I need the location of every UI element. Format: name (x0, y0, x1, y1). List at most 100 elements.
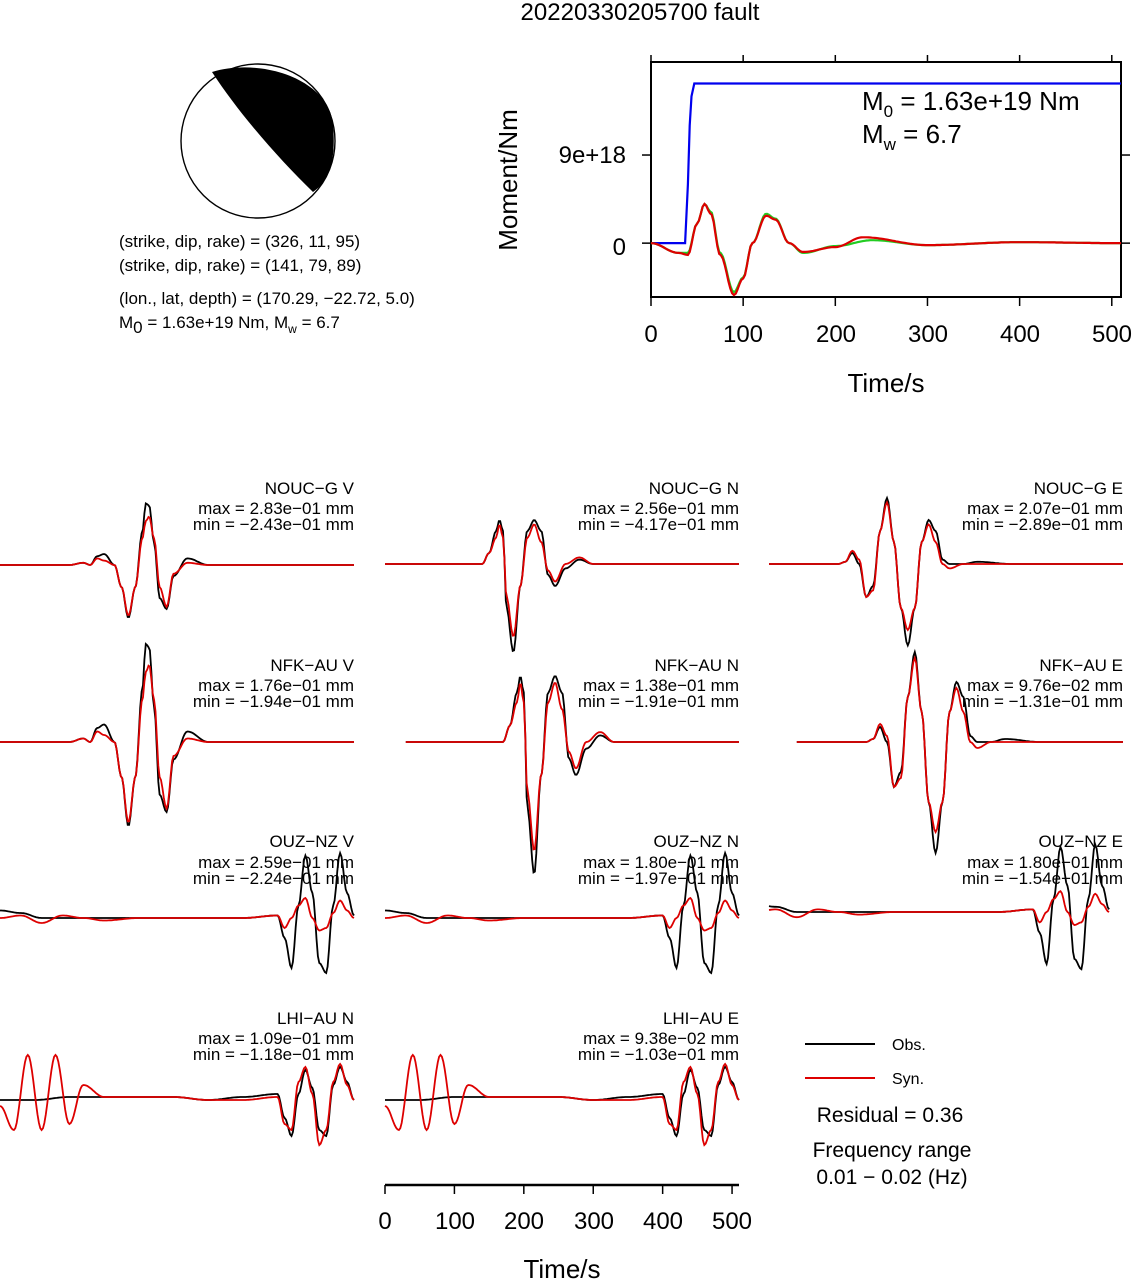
moment-axis-ticks (642, 55, 1130, 306)
solution-info: (strike, dip, rake) = (326, 11, 95) (str… (119, 232, 415, 337)
station-min: min = −2.24e−01 mm (193, 869, 354, 888)
station-max: max = 2.59e−01 mm (198, 853, 354, 872)
waveform-panel (0, 850, 355, 975)
moment-rate-line-b (650, 202, 1121, 297)
moment-y-tick-label: 0 (613, 234, 626, 261)
station-min: min = −4.17e−01 mm (578, 515, 739, 534)
station-max: max = 9.38e−02 mm (583, 1029, 739, 1048)
synthetic-trace (796, 655, 1123, 835)
figure-title: 20220330205700 fault (521, 0, 760, 26)
solution-nodal-plane-1: (strike, dip, rake) = (326, 11, 95) (119, 232, 360, 251)
waveform-panel (0, 501, 354, 618)
synthetic-trace (0, 896, 355, 932)
moment-x-tick-label: 400 (1000, 321, 1040, 348)
station-max: max = 9.76e−02 mm (967, 676, 1123, 695)
waveform-x-tick-label: 200 (504, 1208, 544, 1235)
station-name: NFK−AU N (654, 656, 739, 675)
moment-x-tick-label: 200 (816, 321, 856, 348)
synthetic-trace (768, 890, 1110, 926)
moment-x-tick-label: 500 (1092, 321, 1132, 348)
synthetic-trace (385, 896, 740, 932)
station-name: NOUC−G N (649, 479, 739, 498)
solution-location: (lon., lat, depth) = (170.29, −22.72, 5.… (119, 289, 415, 308)
moment-rate-line-a (650, 202, 1121, 294)
waveform-x-tick-label: 400 (643, 1208, 683, 1235)
frequency-range-value: 0.01 − 0.02 (Hz) (816, 1166, 967, 1189)
moment-mw-label: Mw = 6.7 (862, 119, 962, 154)
station-max: max = 2.56e−01 mm (583, 499, 739, 518)
waveform-panel (405, 675, 739, 874)
station-min: min = −1.18e−01 mm (193, 1045, 354, 1064)
beachball-icon (180, 63, 336, 219)
observed-trace (385, 519, 739, 653)
station-min: min = −1.97e−01 mm (578, 869, 739, 888)
station-name: OUZ−NZ N (654, 832, 739, 851)
frequency-range-title: Frequency range (813, 1139, 972, 1162)
waveform-panel (384, 1053, 740, 1147)
station-max: max = 2.07e−01 mm (967, 499, 1123, 518)
legend-syn-label: Syn. (892, 1071, 924, 1088)
station-name: OUZ−NZ V (269, 832, 354, 851)
station-min: min = −1.03e−01 mm (578, 1045, 739, 1064)
station-max: max = 1.80e−01 mm (967, 853, 1123, 872)
waveform-x-axis-label: Time/s (523, 1254, 600, 1281)
station-max: max = 1.38e−01 mm (583, 676, 739, 695)
waveform-panel (0, 642, 354, 826)
station-min: min = −2.89e−01 mm (962, 515, 1123, 534)
station-name: NOUC−G E (1034, 479, 1123, 498)
station-name: NFK−AU E (1039, 656, 1123, 675)
residual-text: Residual = 0.36 (817, 1104, 964, 1127)
station-labels: NOUC−G V max = 2.83e−01 mm min = −2.43e−… (193, 479, 1123, 1064)
waveform-panel (796, 648, 1123, 857)
waveform-panels (0, 495, 1123, 1147)
synthetic-trace (0, 1053, 355, 1147)
moment-y-axis-label: Moment/Nm (493, 109, 523, 251)
moment-x-tick-label: 100 (723, 321, 763, 348)
synthetic-trace (0, 664, 354, 823)
solution-moment: M0 = 1.63e+19 Nm, Mw = 6.7 (119, 313, 340, 337)
moment-x-tick-label: 0 (644, 321, 657, 348)
waveform-x-axis: 0 100 200 300 400 500 Time/s (378, 1183, 752, 1281)
solution-nodal-plane-2: (strike, dip, rake) = (141, 79, 89) (119, 256, 361, 275)
moment-mo-label: M0 = 1.63e+19 Nm (862, 86, 1080, 121)
moment-x-axis-label: Time/s (847, 368, 924, 398)
moment-cumulative-line (651, 82, 1121, 245)
station-max: max = 1.09e−01 mm (198, 1029, 354, 1048)
waveform-panel (0, 1053, 355, 1147)
waveform-x-tick-label: 300 (574, 1208, 614, 1235)
waveform-x-tick-label: 0 (378, 1208, 391, 1235)
moment-x-tick-label: 300 (908, 321, 948, 348)
beachball-compressional-quadrant (212, 67, 334, 192)
station-min: min = −1.94e−01 mm (193, 692, 354, 711)
waveform-panel (769, 495, 1123, 648)
moment-plot-frame (650, 61, 1122, 298)
legend-obs-label: Obs. (892, 1037, 926, 1054)
waveform-panel (385, 850, 740, 975)
waveform-x-ticks (384, 1185, 733, 1194)
waveform-panel (385, 519, 739, 653)
station-max: max = 2.83e−01 mm (198, 499, 354, 518)
station-name: LHI−AU N (277, 1009, 354, 1028)
station-min: min = −1.54e−01 mm (962, 869, 1123, 888)
station-max: max = 1.76e−01 mm (198, 676, 354, 695)
station-min: min = −2.43e−01 mm (193, 515, 354, 534)
station-max: max = 1.80e−01 mm (583, 853, 739, 872)
station-name: LHI−AU E (663, 1009, 739, 1028)
synthetic-trace (405, 682, 739, 851)
legend: Obs. Syn. (805, 1037, 926, 1088)
synthetic-trace (385, 523, 739, 637)
station-min: min = −1.91e−01 mm (578, 692, 739, 711)
moment-plot: M0 = 1.63e+19 Nm Mw = 6.7 9e+18 0 Moment… (493, 55, 1132, 398)
waveform-x-tick-label: 500 (712, 1208, 752, 1235)
synthetic-trace (384, 1053, 740, 1147)
moment-traces (650, 82, 1121, 297)
waveform-x-tick-label: 100 (435, 1208, 475, 1235)
moment-y-tick-label: 9e+18 (559, 142, 626, 169)
synthetic-trace (769, 500, 1123, 632)
station-name: OUZ−NZ E (1038, 832, 1123, 851)
station-min: min = −1.31e−01 mm (962, 692, 1123, 711)
waveform-panel (768, 841, 1110, 971)
station-name: NFK−AU V (270, 656, 354, 675)
synthetic-trace (0, 515, 354, 616)
